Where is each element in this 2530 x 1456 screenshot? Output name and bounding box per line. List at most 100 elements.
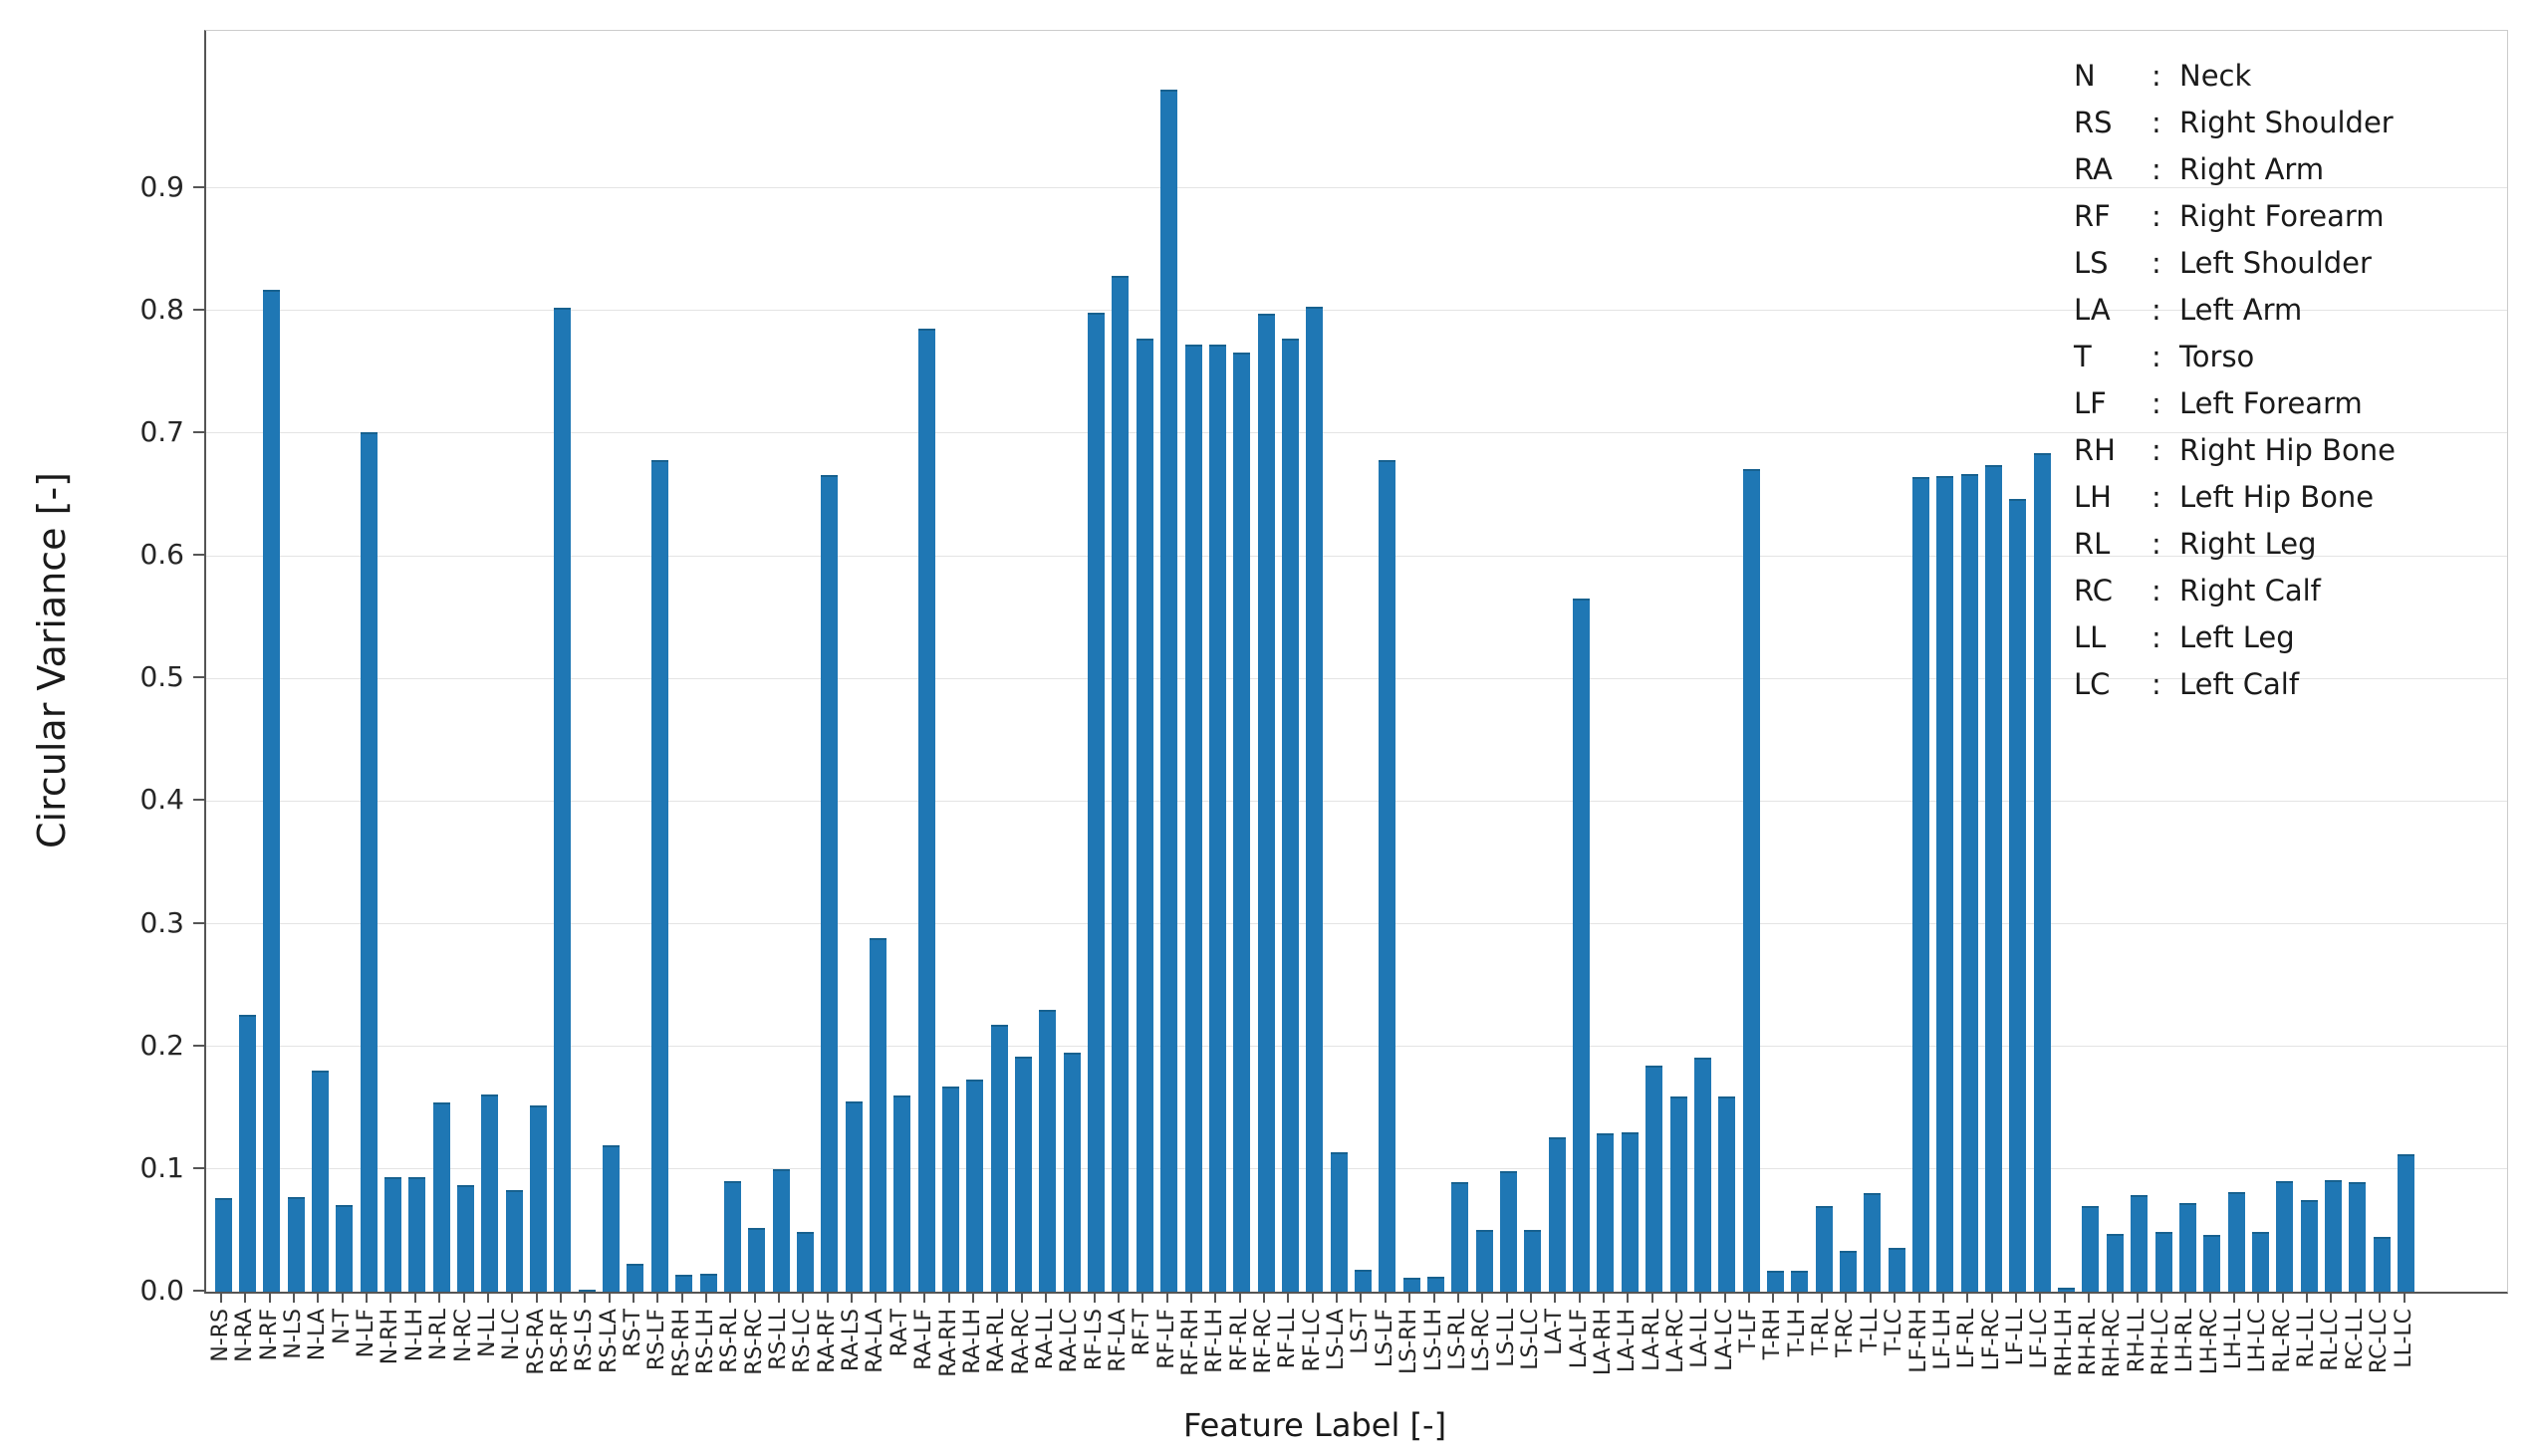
- x-tick-mark: [1772, 1293, 1775, 1303]
- x-tick-mark: [1869, 1293, 1872, 1303]
- x-tick-label-N-LS: N-LS: [281, 1309, 307, 1359]
- bar-LL-LC: [2398, 1154, 2414, 1292]
- legend-abbr: LA: [2074, 292, 2111, 327]
- x-tick-label-LA-RL: LA-RL: [1639, 1309, 1664, 1371]
- legend-abbr: RS: [2074, 105, 2113, 139]
- x-tick-label-LF-LL: LF-LL: [2002, 1309, 2028, 1366]
- x-tick-label-N-LF: N-LF: [354, 1309, 380, 1358]
- x-tick-label-RF-LS: RF-LS: [1081, 1309, 1107, 1371]
- bar-RA-LH: [966, 1080, 984, 1292]
- x-tick-mark: [753, 1293, 756, 1303]
- bar-N-RF: [263, 290, 281, 1292]
- x-tick-mark: [1117, 1293, 1120, 1303]
- bar-RA-LL: [1039, 1010, 1057, 1292]
- x-tick-mark: [2184, 1293, 2187, 1303]
- x-tick-label-T-LL: T-LL: [1857, 1309, 1883, 1352]
- bar-RL-LC: [2324, 1180, 2342, 1292]
- x-tick-label-LA-T: LA-T: [1542, 1309, 1568, 1355]
- legend-colon: :: [2151, 245, 2161, 280]
- bar-RL-RC: [2276, 1181, 2294, 1292]
- x-tick-mark: [851, 1293, 854, 1303]
- bar-RS-RA: [530, 1105, 548, 1292]
- x-tick-label-T-LF: T-LF: [1736, 1309, 1762, 1353]
- y-tick-mark: [193, 430, 204, 433]
- x-tick-label-LA-LH: LA-LH: [1615, 1309, 1641, 1373]
- x-tick-label-LS-RL: LS-RL: [1444, 1309, 1470, 1370]
- bar-T-LF: [1742, 469, 1760, 1292]
- x-tick-label-N-LC: N-LC: [499, 1309, 525, 1361]
- legend-name: Left Arm: [2179, 292, 2303, 327]
- x-tick-label-RC-LL: RC-LL: [2342, 1309, 2368, 1371]
- x-tick-label-RH-RL: RH-RL: [2075, 1309, 2101, 1376]
- bar-RH-LC: [2154, 1232, 2172, 1292]
- x-tick-label-N-RS: N-RS: [208, 1309, 233, 1362]
- legend-colon: :: [2151, 292, 2161, 327]
- bar-RF-RC: [1257, 314, 1275, 1292]
- bar-LS-RH: [1402, 1278, 1420, 1292]
- y-tick-label-0.0: 0.0: [139, 1274, 184, 1307]
- x-tick-label-RS-LF: RS-LF: [644, 1309, 670, 1371]
- x-tick-label-T-RL: T-RL: [1809, 1309, 1835, 1355]
- x-tick-mark: [1481, 1293, 1484, 1303]
- y-axis-title: Circular Variance [-]: [30, 472, 74, 849]
- legend-colon: :: [2151, 432, 2161, 467]
- legend-row-RH: RH: Right Hip Bone: [2074, 426, 2396, 473]
- x-tick-label-RS-RF: RS-RF: [547, 1309, 573, 1374]
- y-tick-label-0.2: 0.2: [139, 1028, 184, 1062]
- x-tick-mark: [778, 1293, 781, 1303]
- bar-LA-RC: [1669, 1096, 1687, 1292]
- bar-LF-LL: [2009, 499, 2027, 1292]
- legend-abbr: RC: [2074, 573, 2113, 607]
- x-tick-mark: [680, 1293, 683, 1303]
- x-tick-label-LF-RC: LF-RC: [1978, 1309, 2004, 1371]
- legend-name: Left Hip Bone: [2179, 479, 2375, 514]
- bar-RA-RH: [942, 1087, 959, 1292]
- x-tick-mark: [1966, 1293, 1969, 1303]
- x-tick-mark: [2087, 1293, 2090, 1303]
- x-tick-mark: [1432, 1293, 1435, 1303]
- x-tick-label-LA-LC: LA-LC: [1711, 1309, 1737, 1371]
- legend-name: Right Calf: [2179, 573, 2321, 607]
- bar-LF-RC: [1985, 465, 2003, 1292]
- legend-row-LF: LF: Left Forearm: [2074, 379, 2396, 426]
- bar-LA-LC: [1718, 1096, 1736, 1292]
- gridline-0.6: [206, 555, 2507, 557]
- legend-row-LA: LA: Left Arm: [2074, 286, 2396, 333]
- y-tick-mark: [193, 1166, 204, 1169]
- x-tick-label-LA-LF: LA-LF: [1566, 1309, 1592, 1369]
- x-tick-mark: [2039, 1293, 2042, 1303]
- y-tick-label-0.1: 0.1: [139, 1150, 184, 1184]
- y-tick-label-0.8: 0.8: [139, 292, 184, 326]
- x-tick-label-LS-LF: LS-LF: [1372, 1309, 1397, 1368]
- x-tick-label-RF-LL: RF-LL: [1275, 1309, 1301, 1369]
- x-tick-label-LF-RL: LF-RL: [1954, 1309, 1980, 1369]
- x-tick-label-LF-LH: LF-LH: [1929, 1309, 1955, 1370]
- bar-RH-LH: [2058, 1288, 2076, 1292]
- legend-colon: :: [2151, 666, 2161, 701]
- legend: N: Neck RS: Right Shoulder RA: Right Arm RF: Ri…: [2074, 52, 2396, 707]
- x-tick-label-RA-LH: RA-LH: [959, 1309, 985, 1374]
- x-tick-mark: [1020, 1293, 1023, 1303]
- x-tick-mark: [1456, 1293, 1459, 1303]
- x-tick-label-RF-RC: RF-RC: [1251, 1309, 1277, 1374]
- legend-name: Left Forearm: [2179, 385, 2363, 420]
- x-tick-mark: [584, 1293, 587, 1303]
- x-tick-mark: [802, 1293, 805, 1303]
- bar-N-LL: [481, 1094, 499, 1292]
- legend-row-LS: LS: Left Shoulder: [2074, 239, 2396, 286]
- y-tick-mark: [193, 1044, 204, 1047]
- bar-LA-RL: [1645, 1066, 1663, 1292]
- x-tick-mark: [366, 1293, 369, 1303]
- x-tick-mark: [1287, 1293, 1290, 1303]
- x-tick-label-LS-LH: LS-LH: [1420, 1309, 1446, 1371]
- bar-RA-T: [893, 1095, 911, 1292]
- x-tick-mark: [2112, 1293, 2115, 1303]
- y-tick-label-0.9: 0.9: [139, 169, 184, 203]
- bar-T-LL: [1864, 1193, 1882, 1292]
- x-tick-label-LF-RH: LF-RH: [1905, 1309, 1931, 1373]
- x-tick-label-RF-LC: RF-LC: [1299, 1309, 1325, 1372]
- legend-row-T: T: Torso: [2074, 333, 2396, 379]
- x-tick-label-LH-RL: LH-RL: [2172, 1309, 2198, 1373]
- legend-abbr: LS: [2074, 245, 2109, 280]
- bar-T-RH: [1766, 1271, 1784, 1292]
